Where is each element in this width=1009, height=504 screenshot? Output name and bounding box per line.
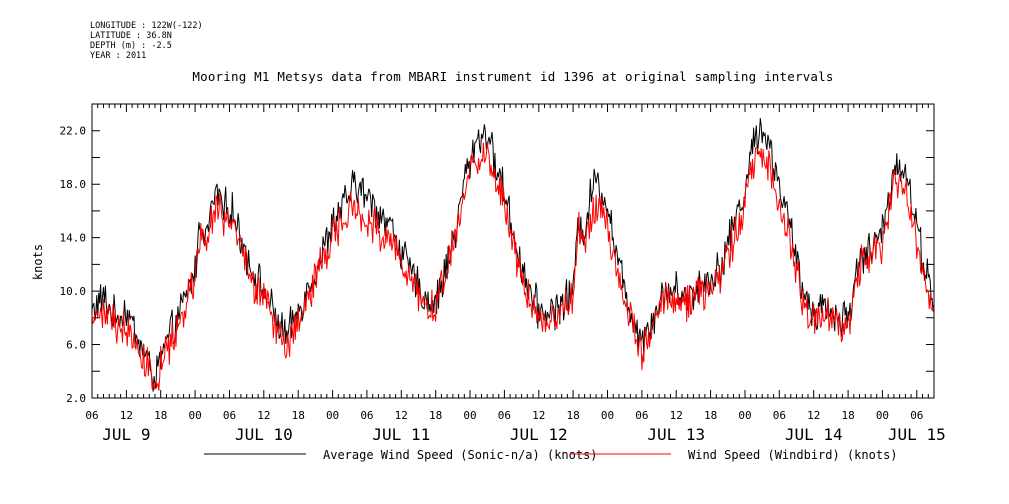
legend-label-average: Average Wind Speed (Sonic-n/a) (knots)	[323, 448, 598, 462]
x-tick-label: 18	[429, 409, 442, 422]
x-tick-label: 06	[635, 409, 648, 422]
x-tick-label: 06	[910, 409, 923, 422]
y-tick-label: 18.0	[60, 178, 87, 191]
y-tick-marks	[92, 103, 934, 399]
x-tick-labels: 06 12 18 00 06 12 18 00 06 12 18 00 06 12 18 00 06 12 18 00…	[85, 409, 923, 422]
x-tick-label: 12	[807, 409, 820, 422]
latitude-label: LATITUDE : 36.8N	[90, 31, 172, 41]
series-line-windbird	[91, 141, 935, 391]
x-tick-label: 18	[154, 409, 167, 422]
x-tick-label: 06	[85, 409, 98, 422]
x-tick-label: 18	[841, 409, 854, 422]
x-tick-label: 06	[223, 409, 236, 422]
day-label: JUL 11	[372, 425, 430, 444]
x-tick-label: 00	[188, 409, 201, 422]
x-tick-label: 12	[670, 409, 683, 422]
y-tick-label: 22.0	[60, 125, 87, 138]
day-label: JUL 10	[235, 425, 293, 444]
x-tick-label: 00	[601, 409, 614, 422]
day-label: JUL 15	[888, 425, 946, 444]
y-tick-label: 2.0	[66, 392, 86, 405]
y-tick-label: 10.0	[60, 285, 87, 298]
y-axis-label: knots	[31, 244, 45, 280]
x-tick-label: 06	[773, 409, 786, 422]
x-tick-label: 00	[876, 409, 889, 422]
x-tick-label: 18	[567, 409, 580, 422]
day-label: JUL 13	[647, 425, 705, 444]
axis-ticks	[91, 103, 935, 399]
x-tick-label: 18	[292, 409, 305, 422]
x-tick-label: 00	[326, 409, 339, 422]
day-label: JUL 12	[510, 425, 568, 444]
x-tick-label: 12	[395, 409, 408, 422]
y-tick-label: 6.0	[66, 339, 86, 352]
longitude-label: LONGITUDE : 122W(-122)	[90, 21, 203, 31]
plot-frame	[91, 103, 935, 399]
y-tick-label: 14.0	[60, 232, 87, 245]
legend: Average Wind Speed (Sonic-n/a) (knots) W…	[204, 448, 898, 462]
series-line-average-sonic	[91, 118, 935, 392]
legend-label-windbird: Wind Speed (Windbird) (knots)	[688, 448, 898, 462]
y-tick-labels: 2.0 6.0 10.0 14.0 18.0 22.0	[60, 125, 87, 405]
depth-label: DEPTH (m) : -2.5	[90, 41, 172, 51]
x-tick-label: 12	[257, 409, 270, 422]
x-tick-label: 06	[498, 409, 511, 422]
day-labels: JUL 9 JUL 10 JUL 11 JUL 12 JUL 13 JUL 14 JUL 1…	[102, 425, 945, 444]
year-label: YEAR : 2011	[90, 51, 147, 61]
x-tick-label: 00	[463, 409, 476, 422]
x-tick-label: 12	[532, 409, 545, 422]
x-tick-label: 00	[738, 409, 751, 422]
day-label: JUL 14	[785, 425, 843, 444]
x-tick-label: 18	[704, 409, 717, 422]
chart-title: Mooring M1 Metsys data from MBARI instru…	[192, 69, 834, 84]
day-label: JUL 9	[102, 425, 150, 444]
x-tick-label: 06	[360, 409, 373, 422]
x-tick-marks	[91, 104, 935, 398]
metadata-block: LONGITUDE : 122W(-122) LATITUDE : 36.8N …	[90, 21, 203, 61]
x-tick-label: 12	[120, 409, 133, 422]
series-lines	[91, 118, 935, 392]
